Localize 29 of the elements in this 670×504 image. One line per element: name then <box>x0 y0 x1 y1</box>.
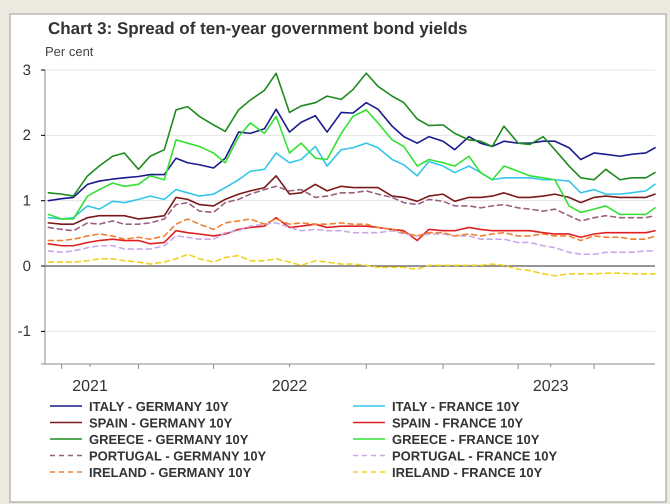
line-series <box>48 222 656 256</box>
legend-label: ITALY - GERMANY 10Y <box>89 399 229 414</box>
legend-label: IRELAND - GERMANY 10Y <box>89 465 252 480</box>
legend-label: SPAIN - GERMANY 10Y <box>89 416 233 430</box>
legend-label: GREECE - GERMANY 10Y <box>89 432 249 447</box>
legend-label: GREECE - FRANCE 10Y <box>392 432 540 447</box>
y-tick-label: 0 <box>22 258 31 275</box>
line-series <box>48 109 656 220</box>
line-series <box>48 253 656 277</box>
legend-label: PORTUGAL - FRANCE 10Y <box>392 448 558 464</box>
line-series <box>48 142 656 220</box>
legend-label: IRELAND - FRANCE 10Y <box>392 465 543 480</box>
y-tick-label: 2 <box>22 127 31 144</box>
line-series <box>48 218 656 242</box>
line-series <box>48 175 656 225</box>
legend-label: ITALY - FRANCE 10Y <box>392 399 520 414</box>
y-tick-label: -1 <box>18 323 31 340</box>
line-series <box>48 216 656 247</box>
legend-label: PORTUGAL - GERMANY 10Y <box>89 448 267 464</box>
x-tick-label: 2022 <box>272 378 308 395</box>
y-axis-title: Per cent <box>45 44 94 59</box>
x-tick-label: 2021 <box>72 378 108 395</box>
line-series <box>48 102 656 202</box>
y-tick-label: 3 <box>22 62 31 79</box>
legend-label: SPAIN - FRANCE 10Y <box>392 416 524 430</box>
y-tick-label: 1 <box>22 192 31 210</box>
x-tick-label: 2023 <box>532 378 569 395</box>
line-series <box>48 72 656 197</box>
chart-title: Chart 3: Spread of ten-year government bond yields <box>48 19 468 38</box>
